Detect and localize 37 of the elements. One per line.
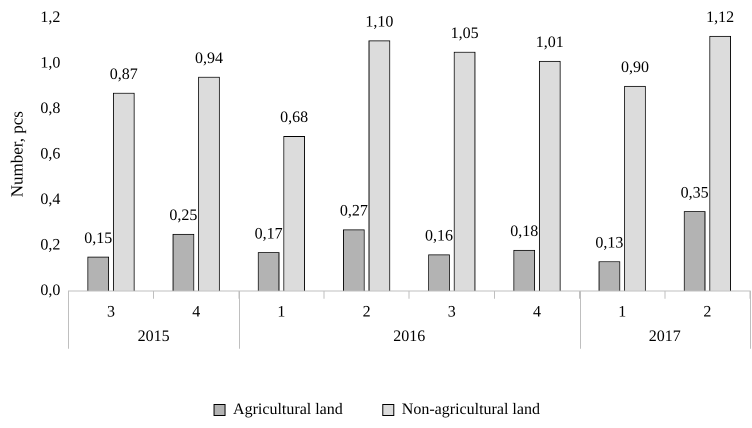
x-tick-label: 1 <box>618 304 626 321</box>
data-label: 0,18 <box>510 223 538 240</box>
y-tick-label: 1,2 <box>40 8 60 26</box>
x-tick-label: 4 <box>192 304 200 321</box>
legend-label: Agricultural land <box>233 401 343 418</box>
data-label: 1,10 <box>365 14 394 31</box>
data-label: 0,87 <box>110 66 138 83</box>
data-label: 0,25 <box>169 207 198 224</box>
data-label: 0,17 <box>254 225 283 242</box>
data-label: 0,68 <box>280 109 308 126</box>
data-label: 0,13 <box>595 234 624 252</box>
x-tick-label: 3 <box>448 304 456 321</box>
data-label: 0,35 <box>680 184 709 202</box>
text: 2016 <box>393 328 426 346</box>
y-tick-label: 0,2 <box>40 236 60 254</box>
y-axis-title: Number, pcs <box>8 111 27 198</box>
legend-label: Non-agricultural land <box>402 401 540 418</box>
data-label: 0,90 <box>620 59 649 76</box>
data-label: 1,05 <box>450 24 479 42</box>
x-tick-label: 4 <box>533 304 541 321</box>
data-label: 0,16 <box>425 228 454 245</box>
x-tick-label: 2 <box>703 304 712 321</box>
y-tick-label: 0,4 <box>40 190 60 208</box>
data-label: 0,15 <box>84 230 112 247</box>
data-label: 0,94 <box>194 50 223 67</box>
data-label: 0,27 <box>340 202 368 220</box>
y-tick-label: 0,0 <box>40 282 60 300</box>
text: 2015 <box>138 328 170 346</box>
y-tick-label: 0,6 <box>40 145 60 162</box>
data-label: 1,12 <box>706 9 734 26</box>
x-tick-label: 3 <box>107 304 115 321</box>
y-tick-label: 0,8 <box>40 100 60 117</box>
text: 2017 <box>648 328 681 346</box>
data-label: 1,01 <box>536 34 564 52</box>
y-tick-label: 1,0 <box>40 54 60 72</box>
x-tick-label: 2 <box>362 304 371 321</box>
x-tick-label: 1 <box>277 304 286 321</box>
